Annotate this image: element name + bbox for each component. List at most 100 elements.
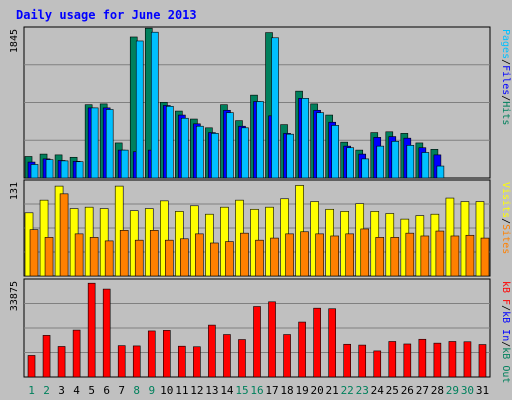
bar-sites (225, 241, 234, 277)
bar-pages (120, 149, 129, 179)
bar-sites (465, 234, 475, 277)
bar-kb-f (448, 341, 457, 378)
bar-pages (166, 105, 174, 179)
bar-sites (195, 233, 204, 277)
bar-pages (241, 127, 249, 179)
bar-sites (134, 239, 144, 277)
bar-kb-f (132, 345, 141, 378)
x-tick-label: 30 (461, 384, 474, 397)
x-tick-label: 1 (28, 384, 35, 397)
bar-kb-f (433, 342, 442, 378)
bar-pages (286, 133, 294, 179)
x-tick-label: 16 (250, 384, 263, 397)
series-label-part: / (500, 95, 511, 101)
x-tick-label: 12 (190, 384, 203, 397)
bar-pages (60, 160, 69, 179)
x-tick-label: 4 (73, 384, 80, 397)
series-label-part: Files (500, 65, 511, 95)
bar-sites (74, 233, 84, 277)
bar-kb-f (193, 346, 201, 378)
panel-bottom-series-label: kB F/kB In/kB Out (500, 281, 511, 383)
bar-sites (450, 235, 460, 277)
bar-kb-f (253, 306, 261, 378)
bar-sites (89, 237, 99, 277)
bar-kb-f (102, 288, 111, 378)
x-tick-label: 11 (175, 384, 188, 397)
bar-sites (375, 237, 385, 277)
x-tick-label: 19 (295, 384, 308, 397)
series-label-part: kB In (500, 311, 511, 341)
series-label-part: kB F (500, 281, 511, 305)
bar-sites (180, 238, 189, 277)
bar-sites (360, 228, 370, 277)
bar-visits (160, 200, 169, 277)
bar-sites (330, 235, 339, 277)
bar-kb-f (463, 341, 472, 378)
panel-bottom-scale-label: 33875 (9, 281, 20, 311)
bar-pages (105, 109, 114, 179)
bar-pages (196, 125, 204, 179)
series-label-part: Hits (500, 101, 511, 125)
bar-sites (270, 237, 279, 277)
bar-kb-f (223, 334, 231, 378)
bar-kb-f (42, 335, 51, 378)
x-tick-label: 10 (160, 384, 173, 397)
series-label-part: kB Out (500, 347, 511, 383)
bar-kb-f (178, 345, 186, 378)
bar-kb-f (163, 330, 171, 378)
bar-sites (300, 231, 309, 277)
bar-kb-f (208, 324, 216, 378)
bar-sites (149, 230, 159, 277)
x-tick-label: 2 (43, 384, 50, 397)
bar-kb-f (57, 346, 66, 378)
x-tick-label: 18 (280, 384, 293, 397)
bar-kb-f (328, 308, 336, 378)
bar-pages (376, 145, 385, 179)
bar-pages (331, 125, 339, 179)
panel-middle-series-label: Visits/Sites (500, 182, 511, 254)
x-tick-label: 6 (103, 384, 110, 397)
bar-pages (436, 165, 445, 179)
series-label-part: / (500, 218, 511, 224)
series-label-part: Sites (500, 224, 511, 254)
bar-pages (406, 145, 415, 179)
x-tick-label: 28 (431, 384, 444, 397)
series-label-part: / (500, 59, 511, 65)
bar-pages (211, 133, 219, 179)
panel-top-scale-label: 1845 (9, 29, 20, 53)
x-tick-label: 27 (416, 384, 429, 397)
bar-sites (119, 230, 129, 277)
bar-pages (30, 164, 39, 179)
bar-sites (390, 237, 400, 277)
bar-kb-f (418, 338, 427, 378)
bar-pages (346, 147, 354, 179)
bar-kb-f (238, 339, 246, 378)
series-label-part: Pages (500, 29, 511, 59)
bar-kb-f (373, 350, 382, 378)
x-tick-label: 22 (341, 384, 354, 397)
bar-sites (435, 230, 445, 277)
bar-pages (271, 37, 279, 179)
bar-sites (315, 233, 324, 277)
x-tick-label: 9 (148, 384, 155, 397)
x-tick-label: 26 (401, 384, 414, 397)
bar-sites (255, 239, 264, 277)
bar-sites (104, 240, 114, 277)
x-tick-label: 21 (326, 384, 339, 397)
bar-pages (421, 152, 430, 179)
bar-kb-f (358, 344, 367, 378)
x-tick-label: 8 (133, 384, 140, 397)
x-tick-label: 25 (386, 384, 399, 397)
series-label-part: Visits (500, 182, 511, 218)
x-tick-label: 23 (356, 384, 369, 397)
bar-kb-f (478, 344, 487, 378)
bar-kb-f (87, 282, 96, 378)
bar-pages (150, 31, 159, 179)
bar-kb-f (343, 343, 351, 378)
x-tick-label: 29 (446, 384, 459, 397)
x-tick-label: 5 (88, 384, 95, 397)
x-tick-label: 31 (476, 384, 489, 397)
bar-kb-f (117, 345, 126, 378)
chart-title: Daily usage for June 2013 (16, 8, 197, 22)
bar-pages (45, 159, 54, 179)
